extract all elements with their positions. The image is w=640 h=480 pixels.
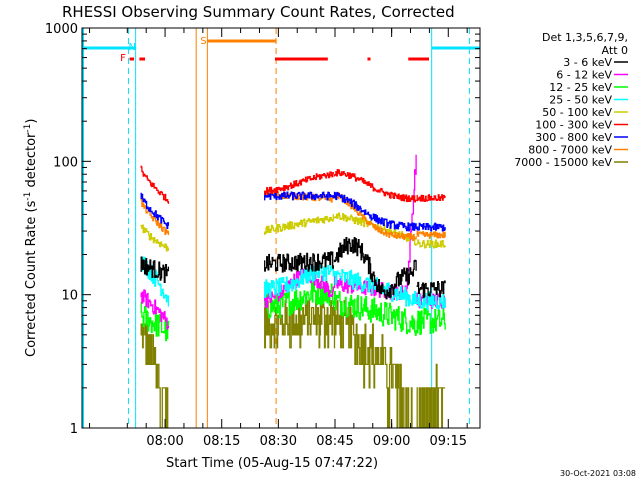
footer-timestamp: 30-Oct-2021 03:08 bbox=[560, 469, 636, 478]
series-line bbox=[140, 192, 170, 229]
y-tick-label: 100 bbox=[53, 155, 78, 170]
series-line bbox=[416, 222, 446, 232]
legend-label: 800 - 7000 keV bbox=[528, 144, 612, 157]
legend-label: 3 - 6 keV bbox=[563, 56, 612, 69]
series-2 bbox=[140, 280, 446, 342]
legend-header-line1: Det 1,3,5,6,7,9, bbox=[542, 31, 628, 44]
flag-label-s: S bbox=[200, 36, 206, 47]
x-tick-label: 09:15 bbox=[430, 434, 467, 449]
y-tick-label: 1000 bbox=[45, 22, 78, 37]
series-5 bbox=[140, 165, 446, 204]
series-8 bbox=[140, 300, 446, 429]
axis-layer: 1 10 100 1000 08:00 08:15 08:30 08:45 09:00 09:15 bbox=[45, 22, 480, 449]
x-axis-label: Start Time (05-Aug-15 07:47:22) bbox=[166, 456, 378, 471]
series-0 bbox=[140, 236, 446, 300]
series-line bbox=[264, 214, 334, 235]
series-line bbox=[264, 251, 334, 273]
series-line bbox=[333, 300, 417, 429]
series-line bbox=[264, 280, 334, 319]
series-line bbox=[140, 224, 170, 252]
flag-label-f: F bbox=[120, 53, 126, 64]
series-line bbox=[333, 169, 417, 203]
series-line bbox=[264, 261, 334, 299]
series-line bbox=[140, 256, 170, 307]
series-line bbox=[140, 301, 170, 342]
x-tick-label: 08:00 bbox=[146, 434, 183, 449]
y-axis-label: Corrected Count Rate (s-1 detector-1) bbox=[23, 119, 39, 357]
series-line bbox=[140, 289, 170, 330]
series-line bbox=[416, 307, 446, 335]
series-line bbox=[333, 291, 417, 336]
series-line bbox=[140, 197, 170, 235]
legend-header-line2: Att 0 bbox=[602, 44, 628, 57]
series-line bbox=[416, 194, 446, 202]
x-tick-label: 08:15 bbox=[203, 434, 240, 449]
plot-area: N S F 1 10 100 1000 08:00 08:15 08:30 08:45 09:00 0… bbox=[45, 22, 481, 449]
series-line bbox=[264, 171, 334, 196]
legend-label: 6 - 12 keV bbox=[556, 69, 612, 82]
plot-frame bbox=[81, 27, 481, 429]
legend-label: 25 - 50 keV bbox=[549, 94, 612, 107]
series-line bbox=[333, 269, 417, 307]
legend-label: 300 - 800 keV bbox=[535, 131, 612, 144]
legend-label: 50 - 100 keV bbox=[542, 106, 612, 119]
chart-title: RHESSI Observing Summary Count Rates, Co… bbox=[62, 3, 455, 21]
series-3 bbox=[140, 256, 446, 311]
series-line bbox=[140, 323, 169, 429]
x-tick-label: 08:30 bbox=[260, 434, 297, 449]
x-tick-label: 09:00 bbox=[373, 434, 410, 449]
series-line bbox=[333, 191, 417, 232]
series-line bbox=[264, 300, 334, 349]
series-line bbox=[140, 165, 170, 204]
y-tick-label: 10 bbox=[61, 289, 78, 304]
series-line bbox=[333, 236, 417, 300]
series-line bbox=[140, 256, 170, 283]
legend-label: 12 - 25 keV bbox=[549, 81, 612, 94]
legend-label: 100 - 300 keV bbox=[535, 119, 612, 132]
x-tick-label: 08:45 bbox=[316, 434, 353, 449]
flag-label-n: N bbox=[128, 42, 135, 53]
data-layer bbox=[140, 154, 446, 429]
series-line bbox=[416, 280, 446, 299]
series-line bbox=[416, 239, 446, 249]
legend-label: 7000 - 15000 keV bbox=[514, 156, 612, 169]
y-tick-label: 1 bbox=[70, 422, 78, 437]
series-line bbox=[416, 231, 446, 239]
